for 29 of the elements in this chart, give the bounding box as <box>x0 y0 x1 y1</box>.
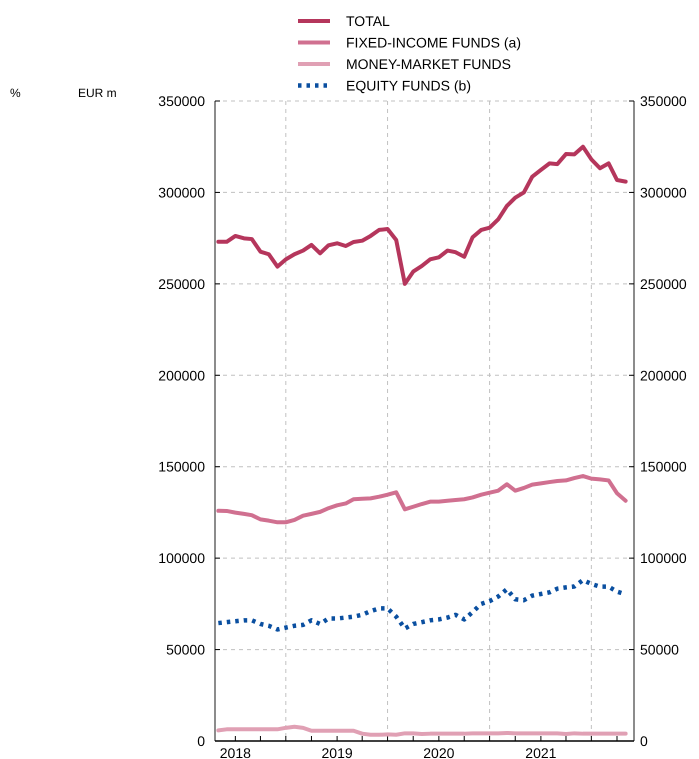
y2-tick-label: 0 <box>640 733 648 749</box>
legend-label: EQUITY FUNDS (b) <box>346 78 471 94</box>
legend-label: MONEY-MARKET FUNDS <box>346 56 511 72</box>
legend-label: TOTAL <box>346 13 390 29</box>
line-series <box>216 724 628 737</box>
line-series <box>216 474 628 524</box>
y-tick-label: 250000 <box>158 276 206 292</box>
y-tick-label: 350000 <box>158 93 206 109</box>
y2-tick-label: 250000 <box>640 276 687 292</box>
y2-tick-label: 200000 <box>640 367 687 384</box>
x-tick-label: 2019 <box>322 745 353 759</box>
legend-label: FIXED-INCOME FUNDS (a) <box>346 34 521 50</box>
line-series <box>216 144 628 286</box>
text: % <box>10 86 21 100</box>
y2-tick-label: 150000 <box>640 458 687 475</box>
x-tick-label: 2018 <box>220 745 252 759</box>
x-tick-label: 2021 <box>525 745 557 759</box>
y-tick-label: 100000 <box>158 550 206 566</box>
y-tick-label: 150000 <box>158 458 206 475</box>
y2-tick-label: 300000 <box>640 184 687 200</box>
y-tick-label: 200000 <box>158 367 206 384</box>
y-tick-label: 0 <box>197 733 206 749</box>
y-axis-title: EUR m <box>78 86 117 100</box>
y2-tick-label: 100000 <box>640 550 687 566</box>
y2-tick-label: 350000 <box>640 93 687 109</box>
y2-tick-label: 50000 <box>640 642 680 658</box>
y-tick-label: 50000 <box>166 642 206 658</box>
y-tick-label: 300000 <box>158 184 206 200</box>
x-tick-label: 2020 <box>423 745 455 759</box>
